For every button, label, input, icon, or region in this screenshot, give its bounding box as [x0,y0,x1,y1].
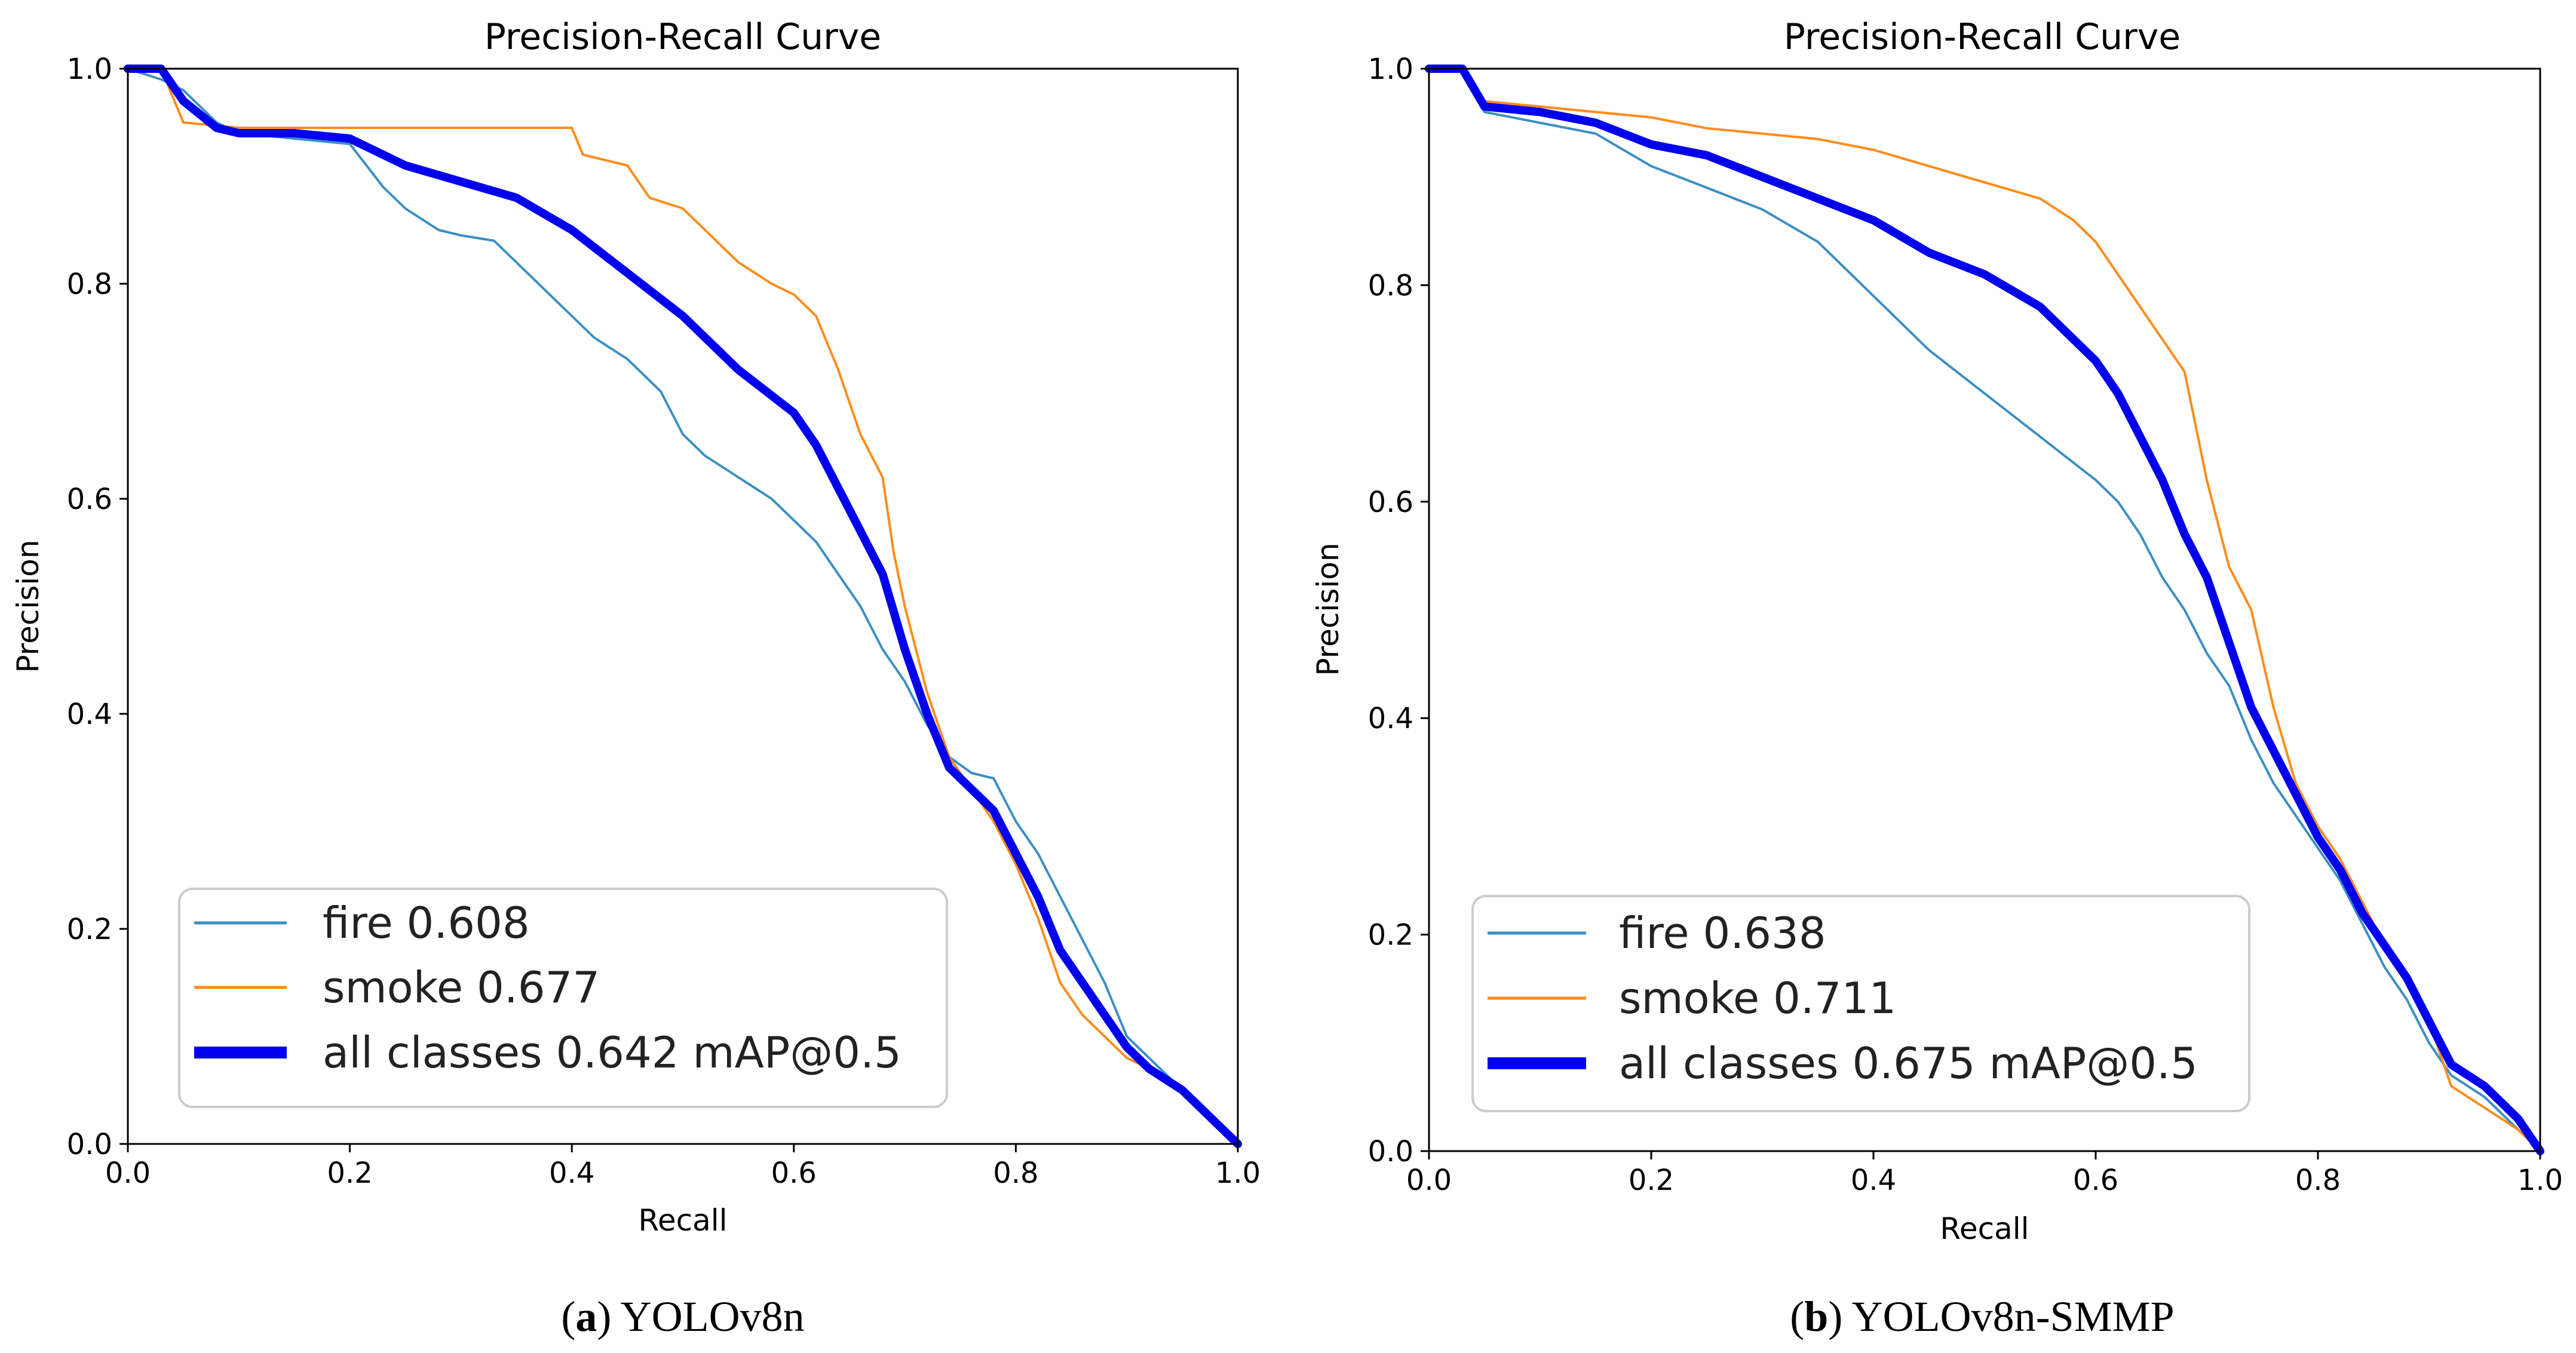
series-line-fire-a [127,68,1239,1145]
x-tick-label-a: 0.0 [105,1156,151,1190]
y-tick-label-a: 1.0 [67,53,112,86]
y-tick-label-b: 1.0 [1368,53,1413,86]
y-tick-label-b: 0.8 [1368,269,1413,302]
x-tick-label-b: 1.0 [2517,1164,2563,1197]
y-tick-label-a: 0.4 [67,698,112,731]
plot-area-a [124,65,1242,1148]
caption-label-b: b [1804,1293,1828,1340]
plot-area-b [1425,65,2544,1155]
x-tick-label-a: 1.0 [1215,1156,1261,1190]
legend-box-a [178,888,948,1108]
caption-text-a: YOLOv8n [621,1293,805,1340]
x-tick-label-b: 0.8 [2295,1164,2341,1197]
y-axis-label-b: Precision [1311,542,1345,676]
panel-b: Precision-Recall Curve Recall Precision … [1311,16,2563,1340]
legend-label-all-classes-a: all classes 0.642 mAP@0.5 [323,1027,901,1078]
series-line-fire-b [1428,68,2541,1152]
caption-paren-open-b: ( [1790,1293,1804,1340]
y-tick-label-a: 0.2 [67,913,112,946]
axes-frame-a [127,68,1239,1145]
caption-text-b: YOLOv8n-SMMP [1852,1293,2175,1340]
legend-label-all-classes-b: all classes 0.675 mAP@0.5 [1619,1038,2198,1088]
y-axis-label-a: Precision [11,539,45,673]
legend-a: fire 0.608 smoke 0.677 all classes 0.642… [178,888,948,1108]
legend-label-smoke-b: smoke 0.711 [1619,973,1896,1023]
legend-label-fire-a: fire 0.608 [323,898,530,948]
x-axis-label-a: Recall [638,1203,727,1238]
x-tick-label-a: 0.2 [327,1156,372,1190]
y-tick-label-b: 0.0 [1368,1135,1413,1168]
x-tick-label-b: 0.0 [1406,1164,1452,1197]
caption-paren-close-a: ) [597,1293,620,1340]
y-tick-label-a: 0.6 [67,483,112,516]
y-tick-label-b: 0.2 [1368,919,1413,952]
series-line-all-classes-a [124,65,1242,1148]
y-tick-label-b: 0.6 [1368,486,1413,519]
legend-b: fire 0.638 smoke 0.711 all classes 0.675… [1471,895,2250,1112]
x-tick-label-a: 0.6 [771,1156,817,1190]
x-tick-label-b: 0.6 [2073,1164,2118,1197]
panel-a: Precision-Recall Curve Recall Precision … [11,16,1261,1340]
caption-a: (a) YOLOv8n [561,1293,804,1340]
series-line-all-classes-b [1425,65,2544,1155]
chart-title-b: Precision-Recall Curve [1784,16,2181,58]
x-tick-label-a: 0.4 [549,1156,594,1190]
x-tick-label-b: 0.2 [1629,1164,1674,1197]
y-tick-label-b: 0.4 [1368,702,1413,735]
x-tick-label-b: 0.4 [1851,1164,1896,1197]
axes-frame-b [1428,68,2541,1152]
y-tick-label-a: 0.0 [67,1128,112,1161]
caption-b: (b) YOLOv8n-SMMP [1790,1293,2174,1340]
legend-box-b [1471,895,2250,1112]
x-tick-label-a: 0.8 [993,1156,1038,1190]
legend-label-fire-b: fire 0.638 [1619,908,1826,958]
y-tick-label-a: 0.8 [67,268,112,301]
x-axis-label-b: Recall [1940,1211,2029,1246]
series-line-smoke-a [127,68,1239,1145]
caption-paren-open-a: ( [561,1293,575,1340]
chart-title-a: Precision-Recall Curve [484,16,881,58]
caption-label-a: a [575,1293,597,1340]
caption-paren-close-b: ) [1828,1293,1851,1340]
legend-label-smoke-a: smoke 0.677 [323,962,600,1013]
